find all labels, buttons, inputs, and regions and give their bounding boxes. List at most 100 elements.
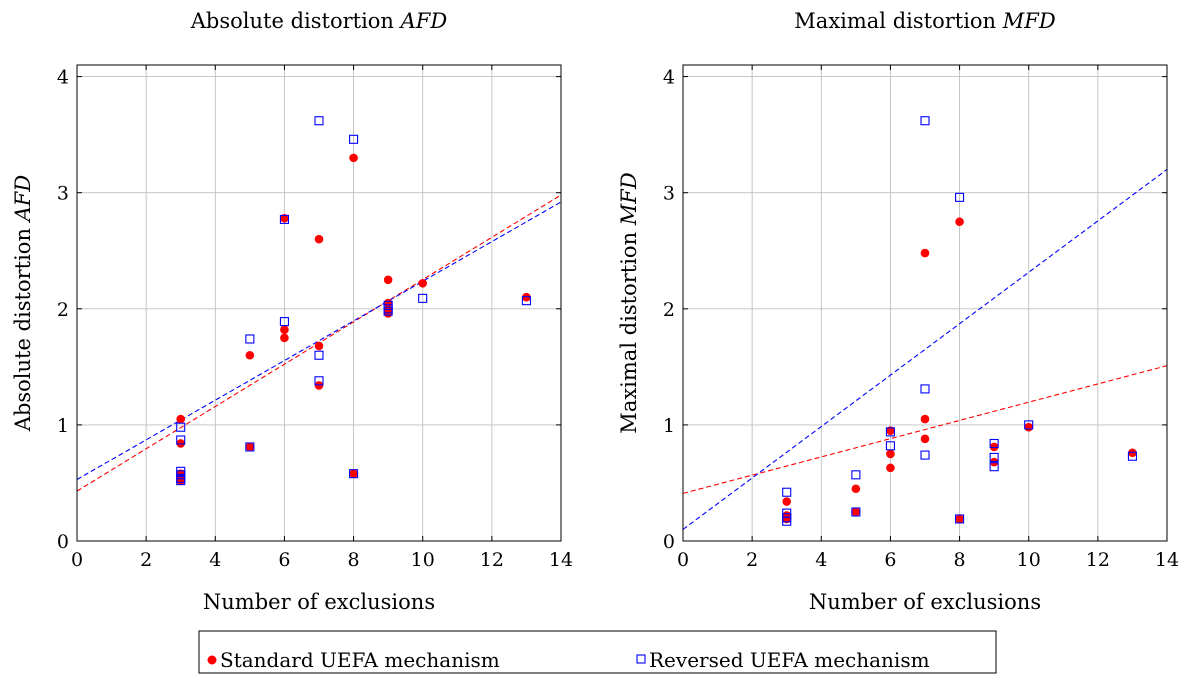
x-tick-label: 6 [278, 549, 290, 571]
legend-box [198, 630, 997, 674]
point-reversed-mfd [955, 192, 965, 202]
y-tick-label: 4 [57, 67, 69, 89]
point-standard-afd [349, 153, 358, 163]
x-tick-label: 8 [348, 549, 360, 571]
y-tick-label: 1 [57, 415, 69, 437]
point-standard-mfd [886, 426, 895, 436]
x-tick-label: 14 [1155, 549, 1179, 571]
point-standard-afd [314, 341, 324, 351]
x-tick-label: 2 [746, 549, 758, 571]
point-reversed-mfd [955, 514, 965, 524]
point-standard-afd [280, 213, 289, 223]
point-reversed-afd [176, 435, 186, 445]
point-reversed-mfd [920, 450, 930, 460]
point-reversed-mfd [989, 452, 999, 462]
point-standard-afd [176, 414, 186, 424]
point-standard-mfd [1024, 422, 1034, 432]
y-tick-label: 4 [663, 67, 675, 89]
point-reversed-afd [418, 293, 428, 303]
legend-marker-standard [207, 655, 217, 665]
point-standard-mfd [955, 514, 964, 524]
x-tick-label: 12 [480, 549, 504, 571]
point-reversed-afd [521, 296, 531, 306]
point-reversed-mfd [851, 507, 861, 517]
chart-title-afd: Absolute distortion AFD [190, 9, 448, 33]
y-tick-label: 3 [57, 183, 69, 205]
point-standard-afd [280, 333, 289, 343]
axis-frame-afd [76, 64, 562, 542]
point-standard-afd [314, 381, 324, 390]
point-reversed-afd [245, 442, 255, 452]
x-tick-label: 4 [815, 549, 827, 571]
y-axis-label-afd: Absolute distortion AFD [11, 175, 35, 433]
point-standard-afd [314, 234, 324, 244]
x-tick-label: 8 [954, 549, 966, 571]
y-axis-label-mfd: Maximal distortion MFD [617, 172, 641, 434]
point-reversed-mfd [920, 384, 930, 394]
point-standard-afd [383, 275, 393, 285]
point-reversed-afd [314, 116, 324, 126]
x-tick-label: 12 [1086, 549, 1110, 571]
point-reversed-afd [349, 469, 359, 479]
point-standard-afd [245, 350, 255, 360]
point-reversed-afd [279, 317, 289, 327]
point-standard-afd [280, 325, 289, 335]
chart-absolute-distortion: Absolute distortion AFD 0 2 4 6 8 10 12 1401234… [11, 9, 573, 614]
point-reversed-mfd [1024, 420, 1034, 430]
y-tick-label: 0 [57, 531, 69, 553]
y-tick-label: 2 [663, 299, 675, 321]
x-tick-label: 2 [140, 549, 152, 571]
point-reversed-afd [279, 214, 289, 224]
point-standard-mfd [886, 463, 895, 473]
point-reversed-mfd [989, 438, 999, 449]
x-tick-label: 6 [884, 549, 896, 571]
legend: Standard UEFA mechanism Reversed UEFA me… [198, 630, 997, 674]
point-standard-afd [349, 469, 358, 478]
point-reversed-mfd [782, 487, 792, 497]
point-reversed-mfd [782, 516, 792, 526]
x-tick-label: 10 [411, 549, 435, 571]
point-standard-mfd [851, 507, 861, 517]
axis-frame-mfd [682, 64, 1168, 542]
point-standard-mfd [886, 449, 895, 459]
point-reversed-afd [176, 422, 186, 432]
y-tick-label: 3 [663, 183, 675, 205]
chart-maximal-distortion: Maximal distortion MFD 0 2 4 6 8 10 12 1401234 … [617, 9, 1179, 614]
x-tick-label: 14 [549, 549, 573, 571]
x-tick-label: 0 [677, 549, 689, 571]
point-standard-mfd [851, 484, 861, 494]
x-axis-label-mfd: Number of exclusions [809, 590, 1041, 614]
x-axis-label-afd: Number of exclusions [203, 590, 435, 614]
point-standard-mfd [989, 457, 999, 467]
point-reversed-afd [383, 306, 393, 316]
trend-line-reversed-mfd [683, 169, 1167, 530]
point-standard-mfd [782, 497, 792, 506]
legend-label-standard: Standard UEFA mechanism [220, 648, 500, 672]
y-tick-label: 1 [663, 415, 675, 437]
x-tick-label: 0 [71, 549, 83, 571]
point-reversed-mfd [885, 427, 895, 437]
point-standard-mfd [920, 248, 930, 258]
point-standard-afd [176, 476, 186, 485]
legend-marker-reversed [636, 654, 646, 664]
point-standard-mfd [920, 434, 930, 444]
point-reversed-afd [176, 476, 186, 486]
point-reversed-afd [314, 376, 324, 386]
point-reversed-mfd [920, 116, 930, 126]
trend-line-standard-mfd [683, 365, 1167, 494]
point-standard-mfd [920, 414, 930, 424]
point-reversed-mfd [1127, 451, 1137, 461]
point-standard-afd [245, 442, 255, 452]
point-standard-afd [418, 278, 428, 288]
y-tick-label: 2 [57, 299, 69, 321]
point-reversed-afd [245, 334, 255, 344]
x-tick-label: 10 [1017, 549, 1041, 571]
legend-label-reversed: Reversed UEFA mechanism [649, 648, 930, 672]
trend-line-reversed-afd [77, 201, 561, 480]
point-standard-mfd [955, 217, 964, 227]
x-tick-label: 4 [209, 549, 221, 571]
point-reversed-afd [349, 134, 359, 144]
chart-title-mfd: Maximal distortion MFD [794, 9, 1056, 33]
point-standard-afd [383, 309, 393, 318]
